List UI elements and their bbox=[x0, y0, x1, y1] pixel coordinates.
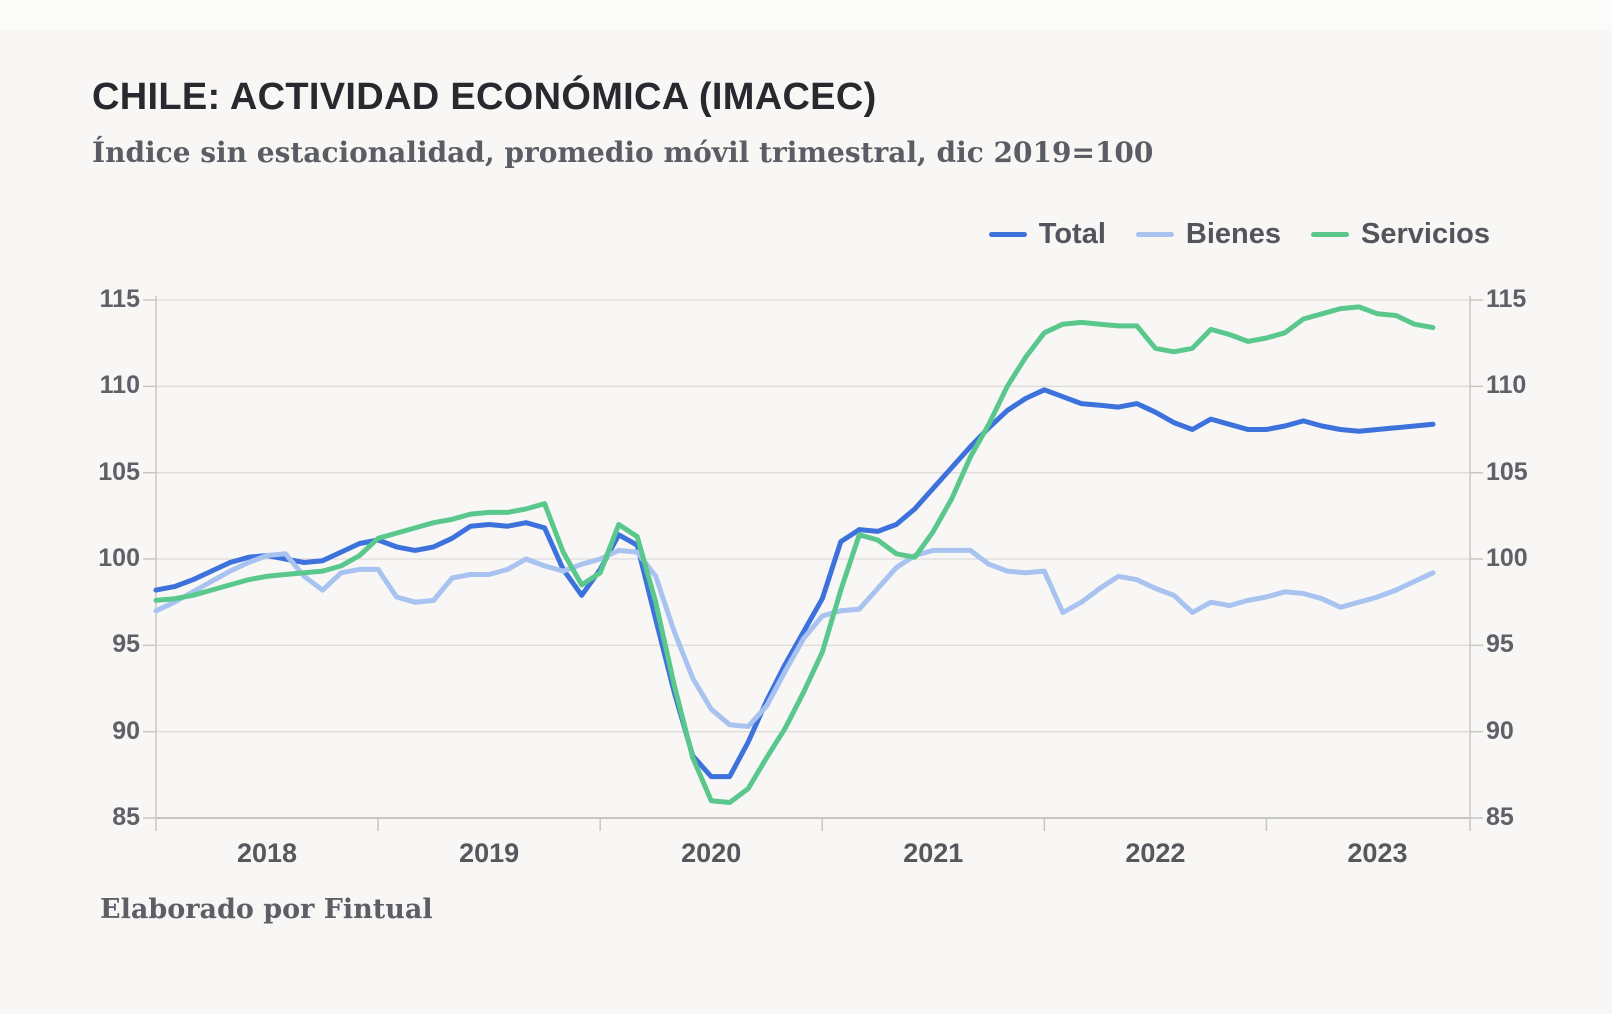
y-tick-label-right: 90 bbox=[1486, 716, 1514, 745]
series-line-servicios bbox=[153, 304, 1436, 805]
y-tick-label-left: 100 bbox=[98, 544, 140, 572]
top-strip bbox=[0, 0, 1612, 30]
y-tick-label-right: 100 bbox=[1486, 544, 1528, 572]
series-line-total bbox=[153, 387, 1436, 780]
credit-note: Elaborado por Fintual bbox=[100, 894, 433, 925]
y-tick-label-left: 105 bbox=[98, 457, 140, 486]
legend-label-bienes: Bienes bbox=[1185, 218, 1282, 250]
y-tick-label-right: 110 bbox=[1486, 371, 1527, 400]
y-tick-label-left: 95 bbox=[112, 630, 140, 659]
x-tick-label-year: 2021 bbox=[903, 838, 964, 868]
y-tick-label-right: 105 bbox=[1486, 457, 1528, 486]
y-tick-label-left: 115 bbox=[99, 285, 140, 313]
x-tick-label-year: 2020 bbox=[681, 838, 742, 868]
page-title: CHILE: ACTIVIDAD ECONÓMICA (IMACEC) bbox=[92, 76, 877, 118]
legend-label-total: Total bbox=[1038, 218, 1106, 250]
x-tick-label-year: 2018 bbox=[236, 838, 298, 868]
x-tick-label-year: 2022 bbox=[1125, 838, 1186, 868]
legend: Total Bienes Servicios bbox=[988, 218, 1490, 251]
y-tick-label-right: 115 bbox=[1486, 285, 1527, 313]
x-tick-label-year: 2023 bbox=[1347, 838, 1408, 868]
legend-item-bienes: Bienes bbox=[1135, 218, 1282, 251]
legend-item-total: Total bbox=[988, 218, 1106, 251]
x-tick-label-year: 2019 bbox=[459, 838, 520, 868]
y-tick-label-right: 95 bbox=[1486, 630, 1514, 659]
y-tick-label-right: 85 bbox=[1486, 803, 1514, 831]
legend-label-servicios: Servicios bbox=[1361, 218, 1490, 250]
y-tick-label-left: 85 bbox=[112, 803, 140, 831]
page-subtitle: Índice sin estacionalidad, promedio móvi… bbox=[92, 136, 1154, 169]
legend-item-servicios: Servicios bbox=[1311, 218, 1490, 251]
series-line-bienes bbox=[153, 547, 1436, 729]
y-tick-label-left: 110 bbox=[99, 371, 140, 400]
legend-swatch-bienes-icon bbox=[1135, 232, 1174, 237]
y-tick-label-left: 90 bbox=[112, 716, 140, 745]
legend-swatch-servicios-icon bbox=[1311, 232, 1350, 237]
legend-swatch-total-icon bbox=[988, 232, 1027, 237]
